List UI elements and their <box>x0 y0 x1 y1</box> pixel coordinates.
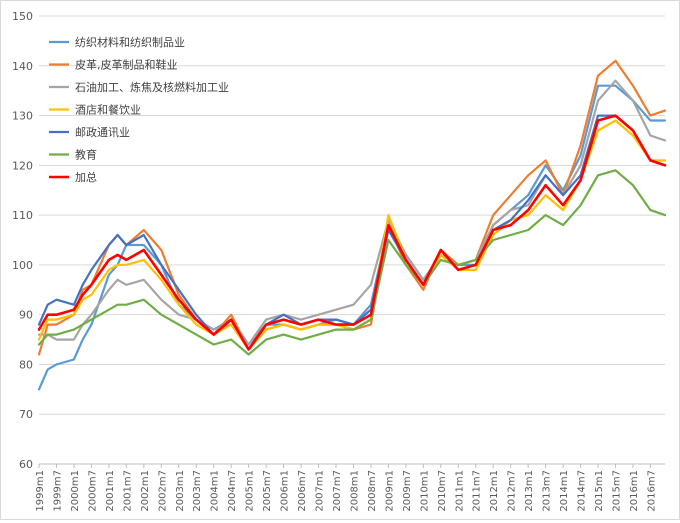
y-tick-label: 120 <box>12 159 33 172</box>
x-tick-label: 2004m7 <box>227 470 238 512</box>
legend-entry: 纺织材料和纺织制品业 <box>75 35 185 49</box>
x-tick-label: 2014m1 <box>559 470 570 512</box>
x-tick-label: 2001m7 <box>122 470 133 512</box>
x-tick-label: 2002m1 <box>140 470 151 512</box>
x-tick-label: 2005m1 <box>245 470 256 512</box>
x-tick-label: 2013m1 <box>524 470 535 512</box>
gridlines <box>39 15 665 465</box>
x-tick-label: 1999m7 <box>52 470 63 512</box>
series-line <box>37 114 667 351</box>
x-tick-label: 2013m7 <box>542 470 553 512</box>
series-line <box>37 169 667 356</box>
y-tick-label: 140 <box>12 60 33 73</box>
y-tick-label: 110 <box>12 209 33 222</box>
x-tick-label: 2016m7 <box>646 470 657 512</box>
y-tick-label: 70 <box>19 408 33 421</box>
x-tick-label: 2015m7 <box>612 470 623 512</box>
x-tick-label: 2000m1 <box>70 470 81 512</box>
x-tick-label: 2009m7 <box>402 470 413 512</box>
x-tick-label: 2012m7 <box>507 470 518 512</box>
y-tick-label: 100 <box>12 259 33 272</box>
legend-entry: 邮政通讯业 <box>75 125 130 139</box>
x-tick-label: 2011m7 <box>472 470 483 512</box>
y-tick-label: 150 <box>12 10 33 23</box>
x-tick-label: 2008m1 <box>349 470 360 512</box>
x-tick-label: 2012m1 <box>489 470 500 512</box>
y-tick-label: 130 <box>12 110 33 123</box>
series-line <box>37 114 667 351</box>
x-tick-label: 2009m1 <box>384 470 395 512</box>
y-tick-label: 80 <box>19 358 33 371</box>
x-tick-label: 2010m7 <box>437 470 448 512</box>
series-line <box>37 119 667 351</box>
x-tick-label: 2004m1 <box>210 470 221 512</box>
x-tick-label: 2000m7 <box>87 470 98 512</box>
y-tick-label: 90 <box>19 309 33 322</box>
x-tick-label: 2008m7 <box>367 470 378 512</box>
x-tick-label: 2003m1 <box>175 470 186 512</box>
x-tick-label: 2006m1 <box>280 470 291 512</box>
axes: 60 70 80 90 100 110 120 130 140 150 1999m1 1999m7 20… <box>12 10 665 512</box>
y-tick-label: 60 <box>19 458 33 471</box>
legend-entry: 皮革,皮革制品和鞋业 <box>75 58 178 72</box>
x-tick-label: 2007m7 <box>332 470 343 512</box>
x-tick-label: 2010m1 <box>419 470 430 512</box>
legend-entry: 酒店和餐饮业 <box>75 103 141 117</box>
legend-entry: 加总 <box>75 170 97 184</box>
series-lines <box>37 59 667 391</box>
x-tick-label: 2006m7 <box>297 470 308 512</box>
x-tick-label: 2003m7 <box>192 470 203 512</box>
x-tick-label: 2011m1 <box>454 470 465 512</box>
x-tick-label: 2014m7 <box>577 470 588 512</box>
legend: 纺织材料和纺织制品业皮革,皮革制品和鞋业石油加工、炼焦及核燃料加工业酒店和餐饮业… <box>49 35 229 184</box>
x-tick-label: 2016m1 <box>629 470 640 512</box>
x-tick-label: 2005m7 <box>262 470 273 512</box>
legend-entry: 教育 <box>75 148 97 162</box>
series-line <box>37 84 667 391</box>
x-tick-label: 2001m1 <box>105 470 116 512</box>
x-tick-label: 2002m7 <box>157 470 168 512</box>
x-tick-label: 2007m1 <box>315 470 326 512</box>
legend-entry: 石油加工、炼焦及核燃料加工业 <box>75 80 229 94</box>
x-tick-label: 2015m1 <box>594 470 605 512</box>
x-tick-label: 1999m1 <box>35 470 46 512</box>
series-line <box>37 79 667 346</box>
